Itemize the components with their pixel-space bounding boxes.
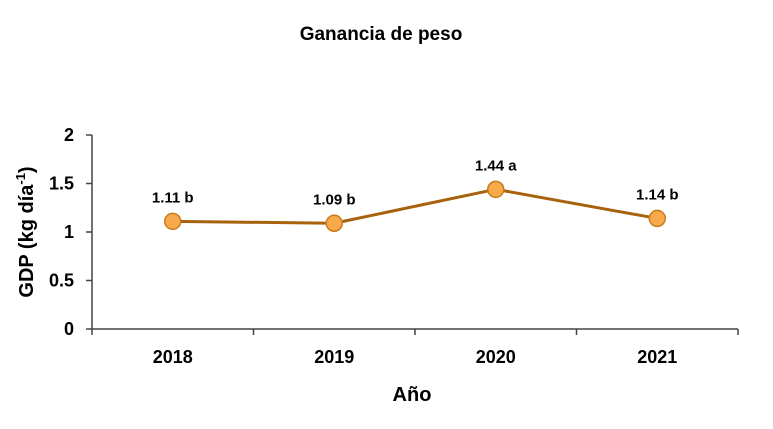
y-tick-label: 0.5 (49, 271, 74, 291)
data-label: 1.14 b (636, 186, 679, 203)
y-axis: 0 0.5 1 1.5 2 (49, 125, 93, 339)
x-tick-label: 2019 (314, 347, 354, 367)
data-labels: 1.11 b 1.09 b 1.44 a 1.14 b (152, 157, 679, 208)
y-axis-title-main: GDP (kg día (16, 184, 38, 298)
y-axis-title-suffix: ) (16, 166, 38, 173)
y-tick-label: 2 (64, 125, 74, 145)
x-axis: 2018 2019 2020 2021 (91, 328, 739, 367)
data-label: 1.44 a (475, 157, 517, 174)
data-point (164, 212, 182, 231)
data-point (487, 180, 505, 199)
x-axis-title: Año (393, 384, 432, 406)
y-tick-label: 0 (64, 319, 74, 339)
data-markers (164, 180, 666, 233)
data-label: 1.11 b (152, 189, 194, 206)
y-tick-label: 1 (64, 222, 74, 242)
data-label: 1.09 b (313, 191, 356, 208)
series-line (172, 187, 658, 225)
y-axis-title-superscript: -1 (13, 173, 28, 185)
data-point (648, 209, 666, 228)
x-tick-label: 2020 (476, 347, 516, 367)
chart-title: Ganancia de peso (300, 24, 463, 45)
data-point (325, 214, 343, 233)
y-axis-title: GDP (kg día-1) (13, 166, 38, 297)
x-tick-label: 2018 (153, 347, 193, 367)
y-tick-label: 1.5 (49, 174, 74, 194)
x-tick-label: 2021 (637, 347, 677, 367)
